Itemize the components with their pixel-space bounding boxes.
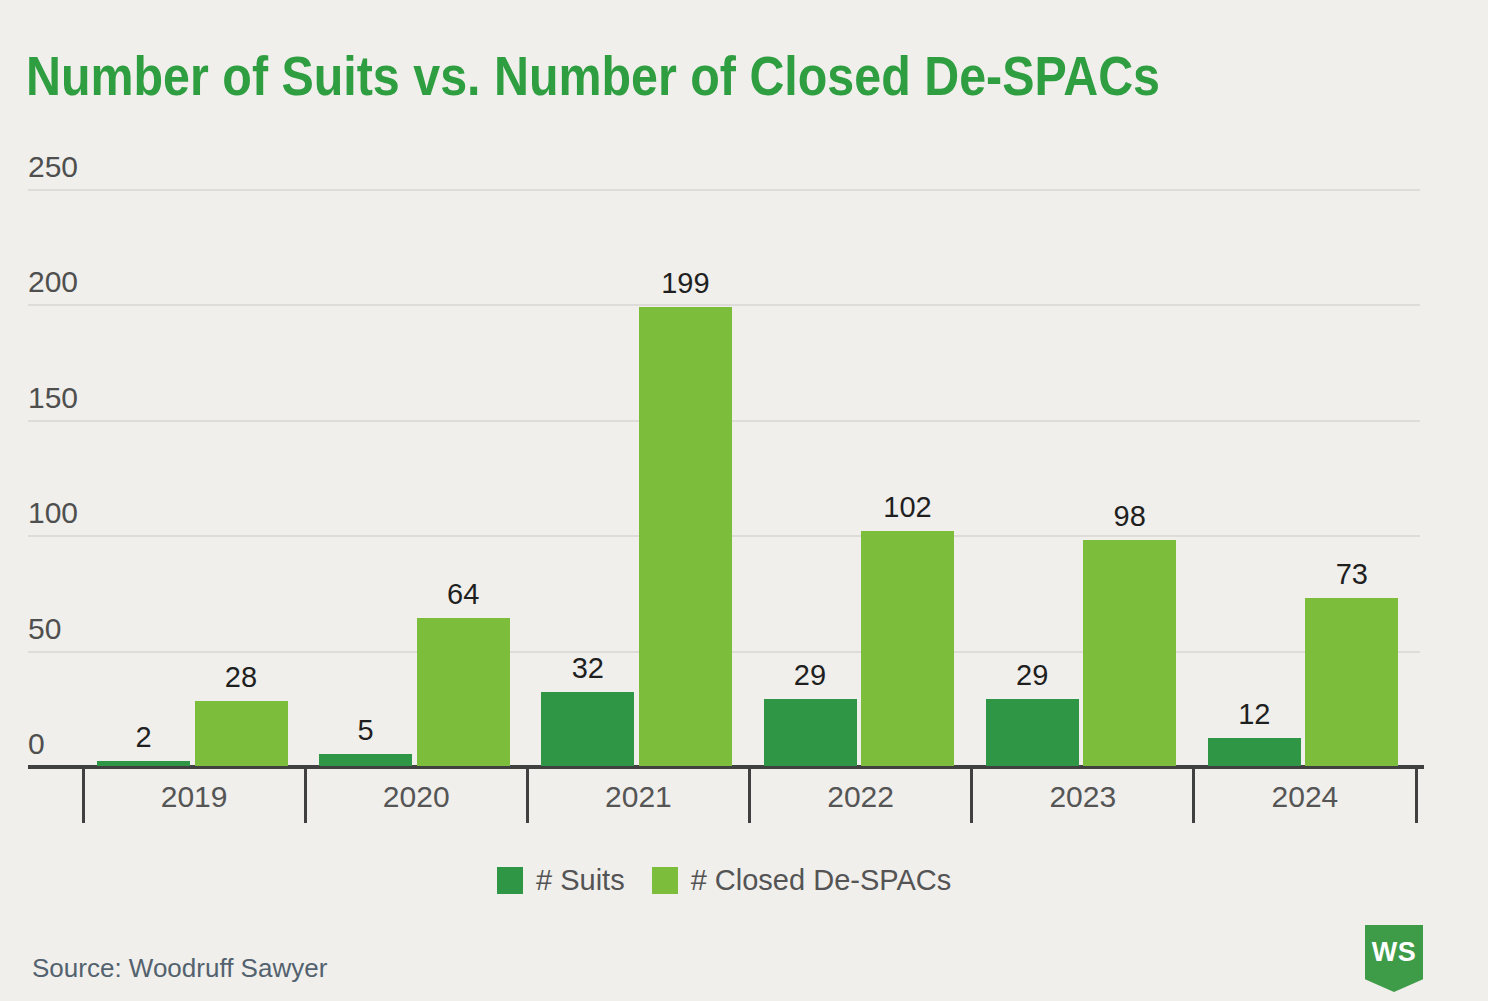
bar-closeddespacs-2022	[861, 531, 954, 766]
x-axis-category-2023: 2023	[972, 780, 1194, 814]
bar-value-label: 29	[962, 659, 1102, 692]
y-axis-label-150: 150	[28, 381, 78, 415]
legend-item-suits: # Suits	[497, 864, 625, 897]
bar-value-label: 199	[615, 267, 755, 300]
y-axis-label-200: 200	[28, 265, 78, 299]
ws-logo-text: WS	[1372, 925, 1417, 992]
bar-value-label: 98	[1060, 500, 1200, 533]
bar-closeddespacs-2019	[195, 701, 288, 766]
y-axis-label-50: 50	[28, 612, 61, 646]
bar-value-label: 64	[393, 578, 533, 611]
bar-value-label: 2	[74, 721, 214, 754]
bar-value-label: 29	[740, 659, 880, 692]
x-axis-category-2022: 2022	[750, 780, 972, 814]
legend-label-suits: # Suits	[536, 864, 625, 897]
bar-value-label: 73	[1282, 558, 1422, 591]
x-axis-category-2021: 2021	[527, 780, 749, 814]
y-axis-label-250: 250	[28, 150, 78, 184]
chart-title: Number of Suits vs. Number of Closed De-…	[26, 44, 1160, 108]
bar-closeddespacs-2024	[1305, 598, 1398, 766]
ws-logo: WS	[1365, 925, 1423, 992]
bar-value-label: 102	[838, 491, 978, 524]
legend: # Suits # Closed De-SPACs	[497, 864, 951, 897]
y-axis-label-0: 0	[28, 727, 45, 761]
x-axis-category-2019: 2019	[83, 780, 305, 814]
bar-value-label: 32	[518, 652, 658, 685]
bar-value-label: 12	[1184, 698, 1324, 731]
bar-suits-2022	[764, 699, 857, 766]
bar-closeddespacs-2023	[1083, 540, 1176, 766]
source-text: Source: Woodruff Sawyer	[32, 953, 327, 984]
bar-closeddespacs-2020	[417, 618, 510, 766]
x-axis-category-2020: 2020	[305, 780, 527, 814]
bar-value-label: 28	[171, 661, 311, 694]
y-axis-label-100: 100	[28, 496, 78, 530]
suits-swatch	[497, 867, 523, 894]
bar-suits-2019	[97, 761, 190, 766]
bar-value-label: 5	[296, 714, 436, 747]
bar-closeddespacs-2021	[639, 307, 732, 766]
bar-suits-2024	[1208, 738, 1301, 766]
bar-suits-2023	[986, 699, 1079, 766]
legend-item-despacs: # Closed De-SPACs	[652, 864, 952, 897]
despacs-swatch	[652, 867, 678, 894]
legend-label-despacs: # Closed De-SPACs	[691, 864, 952, 897]
x-axis-category-2024: 2024	[1194, 780, 1416, 814]
bar-suits-2021	[541, 692, 634, 766]
gridline-250	[28, 189, 1420, 191]
bar-suits-2020	[319, 754, 412, 766]
